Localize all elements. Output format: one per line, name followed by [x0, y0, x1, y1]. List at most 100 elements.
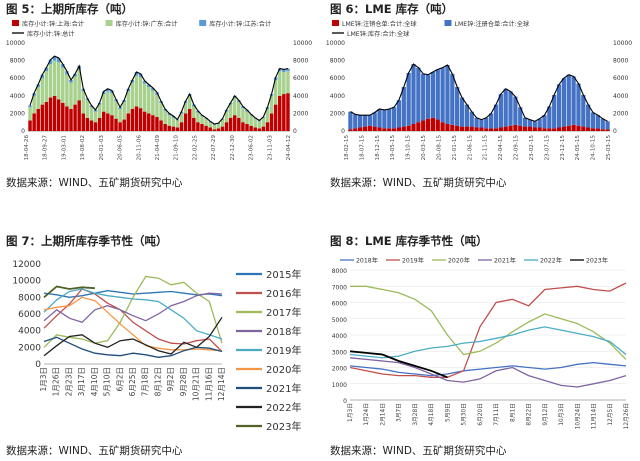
bar-segment — [179, 122, 184, 131]
figure-7-panel: 图 7：上期所库存季节性（吨） 0 2000 4000 6000 8000 10000 12… — [0, 230, 320, 461]
bar-segment — [142, 83, 147, 112]
bar-segment — [36, 87, 40, 109]
bar-segment — [93, 111, 98, 123]
legend-label-2: 2020年 — [448, 257, 470, 265]
bar-segment — [93, 122, 98, 131]
x-tick-label: 20-06-05 — [118, 135, 124, 161]
y-tick-label: 1000 — [332, 382, 347, 389]
bar-segment — [556, 84, 562, 128]
bar-segment — [286, 93, 290, 131]
series-line — [43, 316, 223, 357]
bar-segment — [48, 64, 53, 98]
x-tick-label: 11月16日 — [204, 367, 213, 401]
bar-segment — [253, 118, 257, 128]
x-tick-label: 18-12-15 — [375, 135, 381, 161]
bar-segment — [110, 93, 114, 116]
y-right-tick-label: 6000 — [293, 75, 308, 82]
bar-segment — [245, 123, 249, 131]
x-tick-label: 21-06-15 — [467, 135, 473, 161]
legend-swatch-0 — [332, 20, 339, 26]
bar-segment — [450, 73, 455, 125]
bar-segment — [167, 115, 171, 126]
bar-segment — [282, 69, 286, 73]
y-tick-label: 0 — [343, 398, 347, 405]
x-tick-label: 12月14日 — [217, 367, 226, 401]
bar-segment — [232, 97, 237, 116]
x-tick-label: 18-04-26 — [24, 135, 30, 161]
bar-segment — [508, 91, 513, 126]
x-tick-label: 1月26日 — [52, 367, 61, 396]
x-tick-label: 23-11-03 — [267, 135, 273, 161]
bar-segment — [581, 94, 586, 127]
bar-segment — [175, 120, 180, 128]
y-right-tick-label: 6000 — [613, 75, 628, 82]
x-tick-label: 25-03-15 — [606, 135, 612, 161]
total-line — [350, 63, 608, 122]
bar-segment — [532, 127, 537, 131]
y-tick-label: 8000 — [332, 268, 347, 275]
y-left-tick-label: 2000 — [10, 110, 25, 117]
bar-segment — [265, 122, 270, 131]
bar-segment — [474, 117, 479, 128]
x-tick-label: 19-05-15 — [390, 135, 396, 161]
bar-segment — [401, 126, 406, 131]
x-tick-label: 10月24日 — [574, 403, 581, 429]
legend-label-5: 2020年 — [266, 363, 301, 376]
bar-segment — [237, 117, 241, 131]
bar-segment — [249, 125, 253, 131]
bar-segment — [503, 88, 508, 127]
y-tick-label: 8000 — [18, 293, 41, 303]
bar-segment — [552, 128, 557, 131]
bar-segment — [36, 109, 40, 131]
bar-segment — [32, 113, 36, 131]
bar-segment — [430, 117, 436, 131]
bar-segment — [147, 87, 151, 114]
legend-label-0: 库存小计:锌:上海:合计 — [22, 20, 84, 28]
legend-label-4: 2022年 — [540, 257, 562, 265]
x-tick-label: 10月3日 — [558, 403, 565, 426]
bar-segment — [595, 128, 600, 131]
bar-segment — [353, 114, 358, 129]
bar-segment — [278, 71, 282, 96]
bar-segment — [73, 73, 77, 77]
bar-segment — [474, 127, 479, 131]
x-tick-label: 19-10-15 — [406, 135, 412, 161]
bar-segment — [479, 127, 484, 131]
bar-segment — [249, 115, 253, 126]
legend-label-2: 2017年 — [266, 306, 301, 319]
bar-segment — [171, 117, 176, 127]
bar-segment — [522, 117, 528, 127]
bar-segment — [513, 96, 518, 125]
bar-segment — [130, 109, 135, 131]
x-tick-label: 5月10日 — [103, 367, 112, 396]
bar-segment — [493, 104, 499, 129]
x-tick-label: 4月10日 — [90, 367, 99, 396]
bar-segment — [56, 99, 61, 131]
bar-segment — [440, 67, 445, 123]
figure-8-title: 图 8：LME 库存季节性（吨） — [330, 234, 488, 248]
bar-segment — [48, 59, 53, 65]
bar-segment — [445, 65, 450, 124]
bar-segment — [204, 118, 208, 126]
bar-segment — [484, 117, 489, 129]
legend-label-5: 2023年 — [586, 257, 608, 265]
bar-segment — [406, 72, 411, 126]
bar-segment — [138, 108, 143, 131]
legend-label-0: LME锌:注销仓单:合计:全球 — [342, 20, 417, 28]
bar-segment — [28, 105, 32, 108]
bar-segment — [282, 72, 286, 95]
y-tick-label: 7000 — [332, 284, 347, 291]
bar-segment — [171, 126, 176, 131]
bar-segment — [396, 127, 402, 131]
x-tick-label: 1月3日 — [39, 367, 48, 392]
bar-segment — [130, 82, 135, 109]
bar-segment — [286, 68, 290, 72]
x-tick-label: 9月12日 — [542, 403, 549, 426]
x-tick-label: 23-06-02 — [249, 135, 255, 160]
series-line — [43, 285, 95, 298]
bar-segment — [358, 127, 363, 131]
bar-segment — [142, 80, 147, 84]
x-tick-label: 20-03-15 — [421, 135, 427, 161]
bar-segment — [282, 94, 286, 131]
y-left-tick-label: 2000 — [330, 110, 345, 117]
